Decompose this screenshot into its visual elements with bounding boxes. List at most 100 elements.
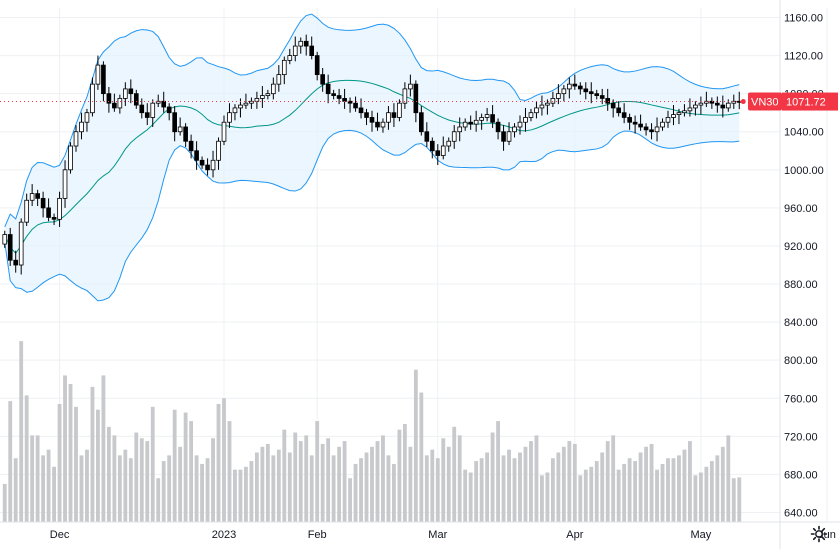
volume-bar	[479, 458, 484, 522]
last-price-label: 1071.72	[786, 97, 826, 109]
volume-bar	[709, 461, 714, 522]
candle-down	[161, 100, 167, 108]
volume-bar	[205, 458, 210, 522]
volume-bar	[627, 458, 632, 522]
candle-down	[501, 131, 506, 142]
candle-down	[610, 102, 616, 109]
candle-down	[303, 40, 309, 47]
candle-down	[40, 197, 46, 209]
volume-bar	[200, 463, 204, 522]
candle-down	[172, 112, 177, 133]
volume-bar	[638, 452, 643, 522]
volume-bar	[63, 375, 67, 522]
volume-bar	[556, 452, 561, 522]
candle-up	[704, 100, 709, 104]
volume-bar	[211, 438, 215, 522]
volume-bar	[545, 472, 550, 522]
candle-down	[353, 102, 358, 109]
candle-up	[517, 121, 523, 128]
volume-bar	[682, 449, 687, 522]
candle-down	[13, 259, 19, 266]
candle-down	[199, 159, 205, 166]
volume-bar	[68, 383, 73, 522]
volume-bar	[194, 455, 199, 522]
candle-down	[331, 93, 336, 96]
volume-bar	[35, 435, 40, 522]
candle-up	[216, 140, 221, 161]
volume-bar	[523, 446, 528, 522]
volume-bar	[507, 449, 511, 522]
volume-bar	[348, 478, 352, 522]
candle-down	[616, 107, 621, 114]
volume-bar	[726, 435, 731, 522]
volume-bar	[364, 452, 369, 522]
volume-bar	[446, 446, 451, 522]
candle-down	[632, 121, 638, 125]
candle-up	[665, 117, 671, 123]
volume-bar	[57, 403, 62, 522]
volume-bar	[359, 458, 363, 522]
volume-bar	[189, 421, 194, 522]
candle-up	[29, 193, 35, 201]
candle-up	[90, 83, 95, 114]
candle-up	[265, 93, 271, 96]
volume-bar	[501, 455, 506, 522]
volume-bar	[660, 463, 665, 522]
bollinger-upper	[4, 13, 740, 228]
volume-bar	[304, 435, 309, 522]
candle-down	[577, 85, 583, 90]
candle-down	[7, 234, 13, 261]
volume-bar	[698, 472, 703, 522]
candle-down	[594, 93, 600, 96]
volume-bar	[490, 432, 495, 522]
bollinger-basis	[4, 79, 740, 255]
candle-up	[660, 121, 665, 128]
price-tick-label: 840.00	[784, 317, 818, 329]
time-axis[interactable]: Dec 2023 Feb Mar Apr May Jun	[0, 521, 840, 541]
candle-down	[621, 112, 627, 118]
candle-down	[314, 55, 320, 76]
candle-down	[720, 104, 726, 109]
time-tick-label: May	[690, 529, 711, 541]
volume-bar	[550, 458, 555, 522]
volume-bar	[244, 466, 248, 522]
volume-bar	[463, 469, 468, 522]
price-axis[interactable]: 1160.001120.001080.001040.001000.00960.0…	[779, 0, 824, 549]
volume-bar	[2, 483, 7, 522]
volume-bar	[24, 395, 29, 522]
volume-bar	[529, 441, 533, 522]
candle-down	[205, 164, 210, 171]
candle-up	[57, 197, 62, 220]
candle-up	[243, 102, 249, 106]
candle-up	[227, 112, 232, 123]
volume-bar	[616, 469, 621, 522]
candle-down	[419, 112, 424, 133]
candle-up	[451, 131, 457, 142]
candles	[2, 34, 742, 275]
bollinger-fill	[4, 14, 740, 301]
volume-bar	[540, 475, 544, 522]
volume-bar	[52, 466, 56, 522]
candle-down	[369, 117, 375, 123]
candle-up	[671, 114, 676, 118]
candle-down	[364, 112, 369, 118]
volume-bar	[419, 392, 424, 522]
volume-bar	[172, 409, 177, 522]
volume-bar	[578, 475, 583, 522]
candle-up	[402, 88, 408, 104]
volume-bar	[370, 446, 374, 522]
candle-up	[523, 117, 528, 123]
candle-down	[342, 98, 347, 102]
volume-bar	[485, 452, 490, 522]
volume-bar	[737, 477, 742, 522]
volume-bar	[320, 443, 325, 522]
last-price-badge-bg	[782, 92, 838, 111]
time-tick-label: Apr	[566, 529, 583, 541]
candle-down	[391, 112, 397, 118]
volume-bar	[611, 435, 616, 522]
candle-down	[101, 64, 106, 95]
settings-gear-icon[interactable]	[810, 525, 828, 543]
candle-up	[457, 126, 463, 133]
